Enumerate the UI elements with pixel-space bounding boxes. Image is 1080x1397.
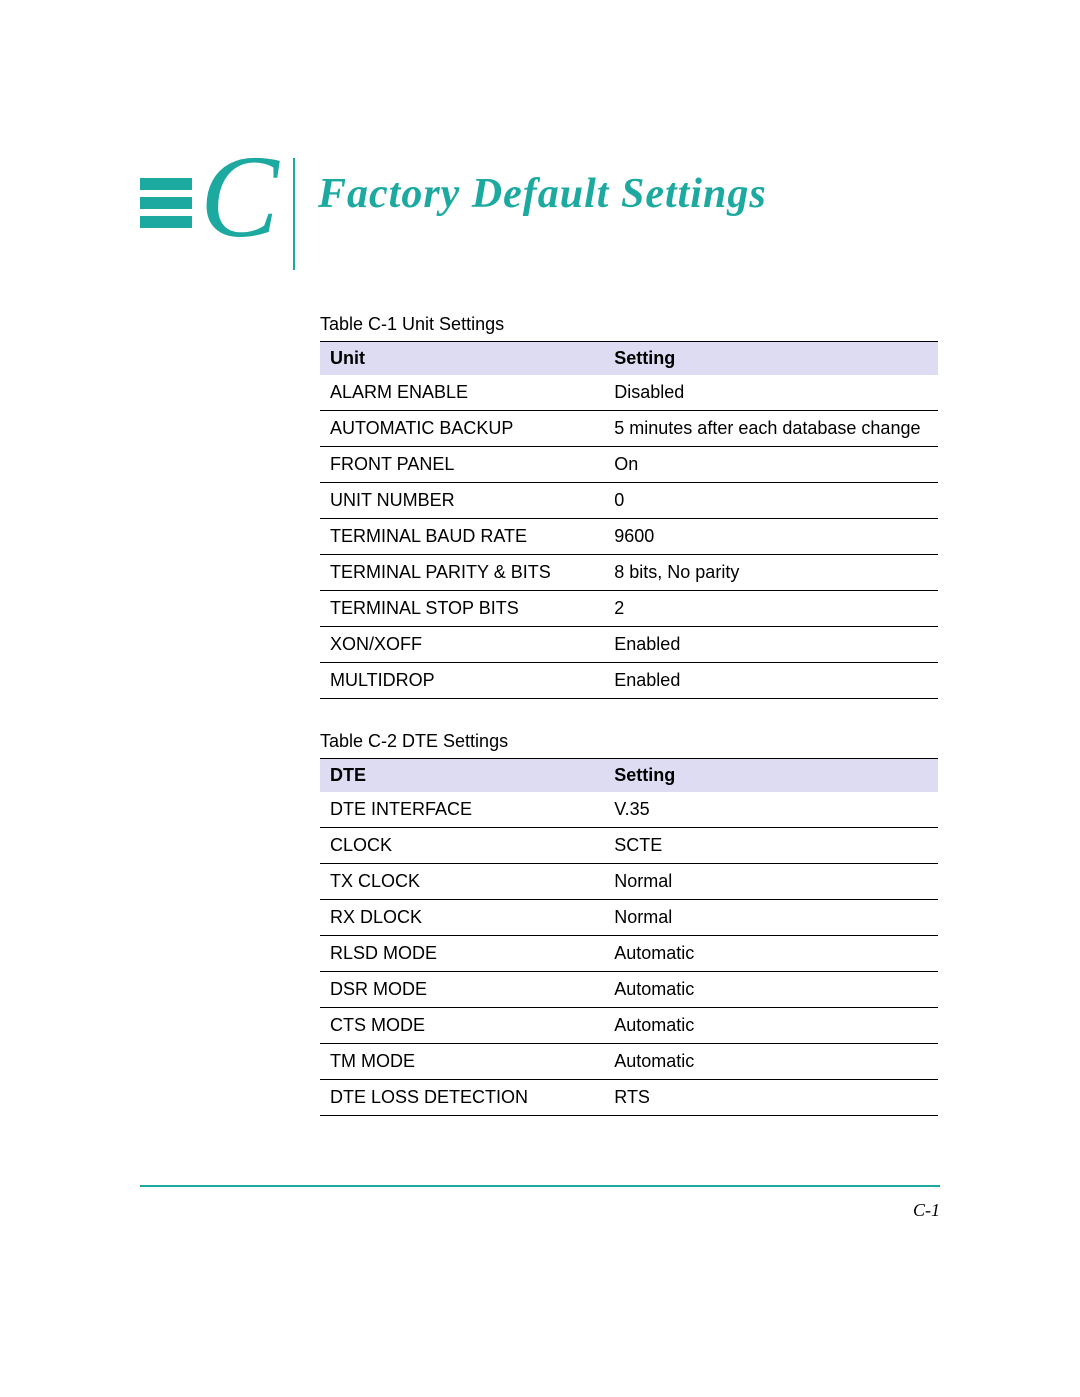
cell: TERMINAL PARITY & BITS — [320, 555, 604, 591]
dte-settings-table: DTE Setting DTE INTERFACEV.35 CLOCKSCTE … — [320, 758, 938, 1116]
table-row: RLSD MODEAutomatic — [320, 936, 938, 972]
table-caption: Table C-2 DTE Settings — [320, 731, 938, 752]
cell: RX DLOCK — [320, 900, 604, 936]
cell: SCTE — [604, 828, 938, 864]
cell: DSR MODE — [320, 972, 604, 1008]
cell: Disabled — [604, 375, 938, 411]
footer-rule — [140, 1185, 940, 1187]
table-row: TX CLOCKNormal — [320, 864, 938, 900]
page: C Factory Default Settings Table C-1 Uni… — [0, 0, 1080, 1397]
cell: 5 minutes after each database change — [604, 411, 938, 447]
cell: CLOCK — [320, 828, 604, 864]
table-row: TERMINAL BAUD RATE9600 — [320, 519, 938, 555]
table-row: AUTOMATIC BACKUP5 minutes after each dat… — [320, 411, 938, 447]
column-header: Setting — [604, 342, 938, 376]
content-area: Table C-1 Unit Settings Unit Setting ALA… — [320, 300, 938, 1116]
appendix-header: C Factory Default Settings — [140, 160, 940, 270]
table-row: CTS MODEAutomatic — [320, 1008, 938, 1044]
cell: ALARM ENABLE — [320, 375, 604, 411]
table-row: ALARM ENABLEDisabled — [320, 375, 938, 411]
cell: UNIT NUMBER — [320, 483, 604, 519]
table-row: TERMINAL PARITY & BITS8 bits, No parity — [320, 555, 938, 591]
cell: TERMINAL STOP BITS — [320, 591, 604, 627]
column-header: Setting — [604, 759, 938, 793]
table-row: CLOCKSCTE — [320, 828, 938, 864]
table-row: UNIT NUMBER0 — [320, 483, 938, 519]
table-row: DTE INTERFACEV.35 — [320, 792, 938, 828]
cell: Normal — [604, 900, 938, 936]
cell: Enabled — [604, 627, 938, 663]
cell: Automatic — [604, 1008, 938, 1044]
table-row: MULTIDROPEnabled — [320, 663, 938, 699]
cell: Automatic — [604, 972, 938, 1008]
cell: TM MODE — [320, 1044, 604, 1080]
column-header: DTE — [320, 759, 604, 793]
stripes-icon — [140, 178, 192, 235]
table-row: TM MODEAutomatic — [320, 1044, 938, 1080]
table-row: DTE LOSS DETECTIONRTS — [320, 1080, 938, 1116]
cell: TERMINAL BAUD RATE — [320, 519, 604, 555]
page-number: C-1 — [140, 1200, 940, 1221]
cell: 8 bits, No parity — [604, 555, 938, 591]
cell: V.35 — [604, 792, 938, 828]
table-row: DSR MODEAutomatic — [320, 972, 938, 1008]
cell: On — [604, 447, 938, 483]
vertical-rule — [293, 158, 295, 270]
cell: 2 — [604, 591, 938, 627]
appendix-letter: C — [200, 138, 279, 256]
cell: DTE LOSS DETECTION — [320, 1080, 604, 1116]
cell: DTE INTERFACE — [320, 792, 604, 828]
cell: XON/XOFF — [320, 627, 604, 663]
table-row: TERMINAL STOP BITS2 — [320, 591, 938, 627]
cell: Automatic — [604, 1044, 938, 1080]
cell: AUTOMATIC BACKUP — [320, 411, 604, 447]
cell: Automatic — [604, 936, 938, 972]
table-caption: Table C-1 Unit Settings — [320, 314, 938, 335]
unit-settings-table: Unit Setting ALARM ENABLEDisabled AUTOMA… — [320, 341, 938, 699]
cell: RLSD MODE — [320, 936, 604, 972]
cell: Enabled — [604, 663, 938, 699]
cell: Normal — [604, 864, 938, 900]
table-row: FRONT PANELOn — [320, 447, 938, 483]
cell: TX CLOCK — [320, 864, 604, 900]
column-header: Unit — [320, 342, 604, 376]
table-row: RX DLOCKNormal — [320, 900, 938, 936]
page-title: Factory Default Settings — [318, 170, 767, 218]
cell: MULTIDROP — [320, 663, 604, 699]
cell: 0 — [604, 483, 938, 519]
table-row: XON/XOFFEnabled — [320, 627, 938, 663]
cell: FRONT PANEL — [320, 447, 604, 483]
cell: CTS MODE — [320, 1008, 604, 1044]
cell: RTS — [604, 1080, 938, 1116]
cell: 9600 — [604, 519, 938, 555]
